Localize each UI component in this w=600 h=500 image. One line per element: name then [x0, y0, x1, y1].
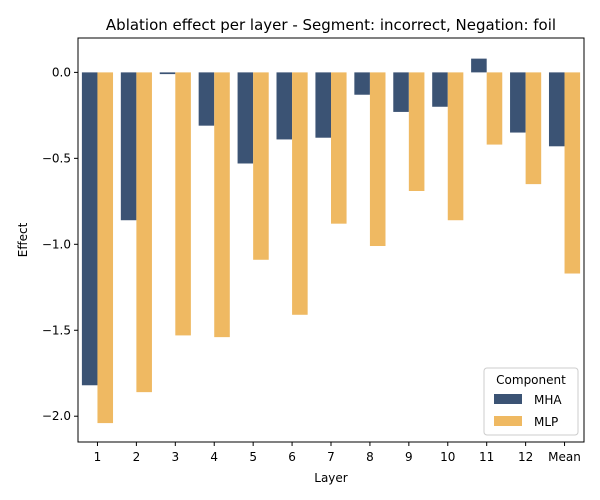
bar-mlp-12: [525, 72, 542, 185]
legend: Component MHA MLP: [483, 367, 579, 436]
bar-mlp-mean: [564, 72, 581, 274]
x-tick-label: 7: [327, 450, 335, 464]
bar-mha-8: [354, 72, 370, 95]
x-tick-label: 9: [405, 450, 413, 464]
legend-label-mlp: MLP: [534, 415, 558, 429]
y-tick-label: 0.0: [52, 65, 71, 79]
bar-mlp-5: [253, 72, 269, 260]
legend-swatch-mha: [494, 394, 522, 404]
x-axis-label: Layer: [314, 471, 348, 485]
x-tick-label: 8: [366, 450, 374, 464]
y-tick-label: −1.5: [42, 323, 71, 337]
bar-mha-4: [198, 72, 215, 126]
legend-title: Component: [496, 373, 566, 387]
bar-mha-mean: [548, 72, 565, 147]
bar-mlp-11: [486, 72, 503, 145]
chart-title: Ablation effect per layer - Segment: inc…: [106, 16, 556, 34]
bar-mha-2: [120, 72, 137, 221]
y-tick-label: −1.0: [42, 237, 71, 251]
x-tick-label: 2: [133, 450, 141, 464]
bar-mlp-4: [214, 72, 230, 338]
bar-mha-9: [393, 72, 409, 112]
bar-mha-7: [315, 72, 331, 138]
x-tick-label: 11: [479, 450, 494, 464]
y-tick-label: −0.5: [42, 151, 71, 165]
bar-mha-5: [237, 72, 254, 164]
bar-mha-10: [432, 72, 448, 107]
y-axis-label: Effect: [16, 222, 30, 257]
x-tick-label: 5: [249, 450, 257, 464]
x-tick-label: 6: [288, 450, 296, 464]
bar-mlp-9: [408, 72, 425, 191]
bar-mha-1: [81, 72, 98, 386]
x-tick-label: 3: [171, 450, 179, 464]
bar-mha-12: [510, 72, 526, 133]
bar-mha-3: [159, 72, 176, 75]
x-tick-label: 10: [440, 450, 455, 464]
bar-mlp-7: [331, 72, 347, 224]
bar-mlp-8: [369, 72, 386, 247]
bars-group: [81, 58, 581, 424]
y-tick-label: −2.0: [42, 409, 71, 423]
bar-mha-6: [276, 72, 293, 140]
bar-mlp-6: [292, 72, 308, 315]
legend-swatch-mlp: [494, 416, 522, 426]
x-tick-label: 4: [210, 450, 218, 464]
bar-mha-11: [471, 58, 487, 73]
bar-mlp-10: [447, 72, 464, 221]
legend-label-mha: MHA: [534, 393, 562, 407]
bar-mlp-3: [175, 72, 191, 336]
x-axis: 1 2 3 4 5 6 7 8 9 10 11 12 Mean: [94, 442, 581, 464]
y-axis: 0.0 −0.5 −1.0 −1.5 −2.0: [42, 65, 78, 423]
x-tick-label: Mean: [548, 450, 581, 464]
x-tick-label: 1: [94, 450, 102, 464]
bar-mlp-1: [97, 72, 114, 424]
x-tick-label: 12: [518, 450, 533, 464]
bar-mlp-2: [136, 72, 152, 393]
